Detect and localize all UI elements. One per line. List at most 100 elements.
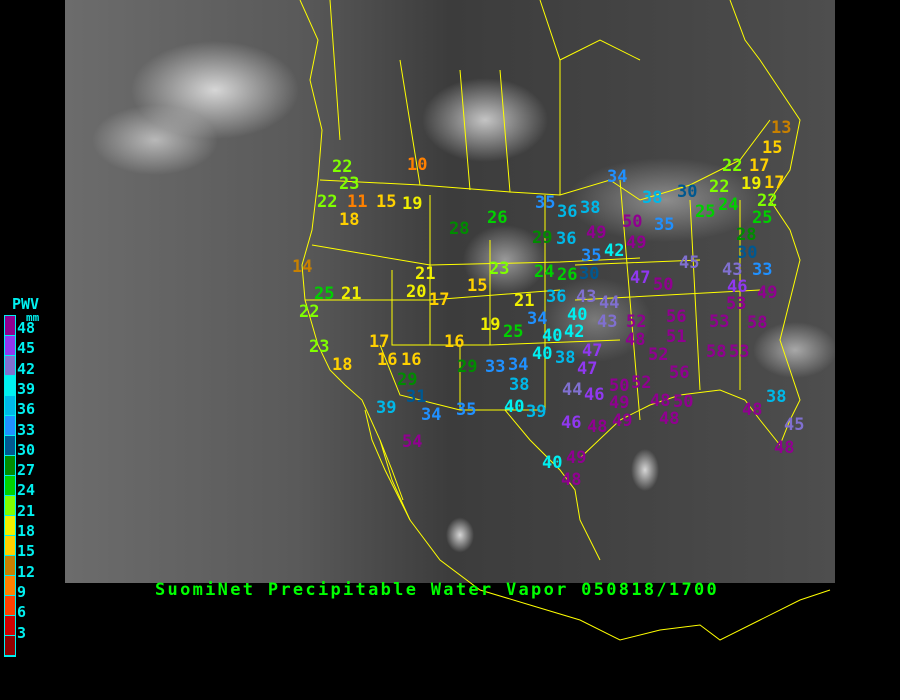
- canada-provinces: [329, 0, 641, 195]
- legend-swatch: [5, 516, 15, 536]
- legend-label: 33: [17, 420, 36, 439]
- station-pwv-value: 45: [784, 415, 805, 435]
- legend-swatch: [5, 456, 15, 476]
- station-pwv-value: 43: [576, 287, 597, 307]
- station-pwv-value: 31: [406, 387, 427, 407]
- station-pwv-value: 58: [706, 342, 727, 362]
- station-pwv-value: 35: [456, 400, 477, 420]
- legend-swatch: [5, 356, 15, 376]
- station-pwv-value: 30: [737, 243, 758, 263]
- station-pwv-value: 36: [546, 287, 567, 307]
- station-pwv-value: 46: [727, 277, 748, 297]
- station-pwv-value: 15: [376, 192, 397, 212]
- station-pwv-value: 40: [567, 305, 588, 325]
- legend-label: 21: [17, 501, 36, 520]
- legend-swatch: [5, 536, 15, 556]
- station-pwv-value: 48: [587, 417, 608, 437]
- station-pwv-value: 34: [421, 405, 442, 425]
- station-pwv-value: 10: [407, 155, 428, 175]
- legend-swatch: [5, 496, 15, 516]
- station-pwv-value: 49: [609, 393, 630, 413]
- station-pwv-value: 15: [762, 138, 783, 158]
- station-pwv-value: 33: [752, 260, 773, 280]
- station-pwv-value: 30: [579, 264, 600, 284]
- legend-swatch: [5, 376, 15, 396]
- station-pwv-value: 42: [604, 241, 625, 261]
- legend-label: 30: [17, 440, 36, 459]
- station-pwv-value: 45: [679, 253, 700, 273]
- station-pwv-value: 44: [562, 380, 583, 400]
- legend-swatch: [5, 436, 15, 456]
- station-pwv-value: 48: [659, 409, 680, 429]
- station-pwv-value: 16: [401, 350, 422, 370]
- legend-swatch: [5, 616, 15, 636]
- station-pwv-value: 22: [317, 192, 338, 212]
- station-pwv-value: 52: [648, 345, 669, 365]
- station-pwv-value: 56: [669, 363, 690, 383]
- station-pwv-value: 29: [532, 228, 553, 248]
- legend-color-bar: [4, 315, 16, 657]
- station-pwv-value: 21: [341, 284, 362, 304]
- legend-swatch: [5, 416, 15, 436]
- legend-swatch: [5, 596, 15, 616]
- legend-label: 6: [17, 603, 27, 622]
- station-pwv-value: 22: [722, 156, 743, 176]
- station-pwv-value: 52: [631, 373, 652, 393]
- legend-label: 45: [17, 339, 36, 358]
- station-pwv-value: 18: [332, 355, 353, 375]
- legend-label: 15: [17, 542, 36, 561]
- station-pwv-value: 40: [542, 453, 563, 473]
- station-pwv-value: 48: [650, 391, 671, 411]
- station-pwv-value: 49: [626, 233, 647, 253]
- station-pwv-value: 21: [514, 291, 535, 311]
- legend-label: 27: [17, 461, 36, 480]
- station-pwv-value: 44: [599, 293, 620, 313]
- station-pwv-value: 19: [741, 174, 762, 194]
- station-pwv-value: 47: [630, 268, 651, 288]
- gulf-coast: [504, 0, 801, 561]
- legend-unit: mm: [26, 311, 40, 324]
- station-pwv-value: 17: [749, 156, 770, 176]
- station-pwv-value: 50: [622, 212, 643, 232]
- legend-label: 36: [17, 400, 36, 419]
- station-pwv-value: 16: [444, 332, 465, 352]
- station-pwv-value: 17: [429, 290, 450, 310]
- station-pwv-value: 47: [577, 359, 598, 379]
- station-pwv-value: 50: [673, 392, 694, 412]
- station-pwv-value: 25: [314, 284, 335, 304]
- station-pwv-value: 25: [752, 208, 773, 228]
- station-pwv-value: 38: [555, 348, 576, 368]
- station-pwv-value: 26: [487, 208, 508, 228]
- station-pwv-value: 47: [582, 341, 603, 361]
- legend-label: 24: [17, 481, 36, 500]
- station-pwv-value: 40: [532, 344, 553, 364]
- station-pwv-value: 15: [467, 276, 488, 296]
- station-pwv-value: 19: [480, 315, 501, 335]
- station-pwv-value: 49: [612, 411, 633, 431]
- station-pwv-value: 53: [709, 312, 730, 332]
- station-pwv-value: 36: [557, 202, 578, 222]
- station-pwv-value: 22: [299, 302, 320, 322]
- station-pwv-value: 48: [742, 400, 763, 420]
- station-pwv-value: 50: [653, 275, 674, 295]
- station-pwv-value: 53: [729, 342, 750, 362]
- station-pwv-value: 46: [561, 413, 582, 433]
- station-pwv-value: 58: [747, 313, 768, 333]
- station-pwv-value: 49: [566, 448, 587, 468]
- station-pwv-value: 17: [764, 173, 785, 193]
- station-pwv-value: 42: [564, 322, 585, 342]
- legend-swatch: [5, 396, 15, 416]
- station-pwv-value: 24: [718, 195, 739, 215]
- station-pwv-value: 30: [677, 182, 698, 202]
- station-pwv-value: 28: [449, 219, 470, 239]
- satellite-image: [65, 0, 835, 583]
- station-pwv-value: 24: [534, 262, 555, 282]
- station-pwv-value: 46: [584, 385, 605, 405]
- station-pwv-value: 39: [526, 402, 547, 422]
- us-canada-border: [319, 119, 771, 201]
- legend-label: 3: [17, 623, 27, 642]
- station-pwv-value: 22: [709, 177, 730, 197]
- coastline-west: [299, 0, 831, 641]
- station-pwv-value: 50: [609, 376, 630, 396]
